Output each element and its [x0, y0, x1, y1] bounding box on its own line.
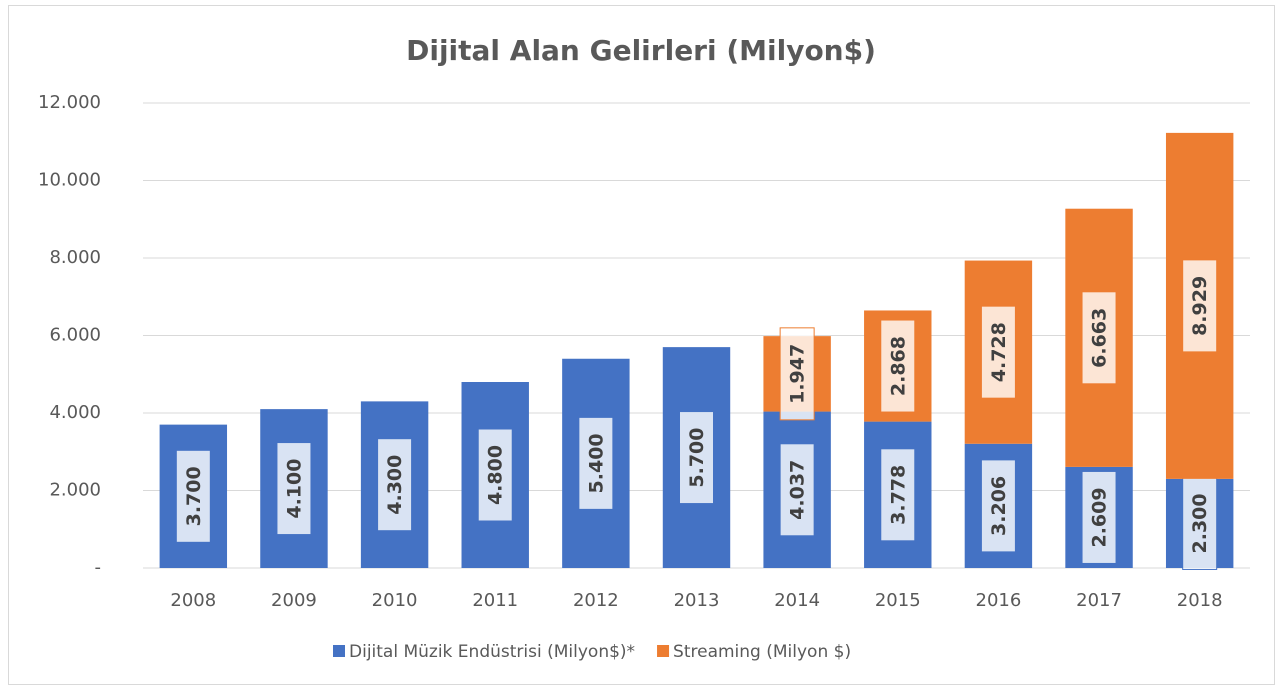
- data-label-text: 2.300: [1189, 493, 1211, 553]
- data-label-text: 8.929: [1189, 276, 1211, 336]
- x-tick-label: 2009: [271, 590, 317, 611]
- data-label-box: [276, 442, 312, 536]
- legend-swatch: [657, 645, 670, 657]
- data-label-text: 4.800: [485, 445, 507, 505]
- data-label: 3.206: [980, 459, 1016, 553]
- data-label: 5.700: [679, 411, 714, 505]
- x-tick-label: 2018: [1177, 590, 1223, 611]
- chart-border: [8, 5, 1275, 685]
- data-label-text: 4.300: [384, 455, 406, 515]
- data-label: 4.728: [980, 305, 1016, 399]
- y-tick-label: 6.000: [49, 325, 101, 346]
- legend-swatch: [333, 645, 345, 657]
- data-label-text: 5.700: [686, 428, 708, 488]
- data-label: 6.663: [1081, 291, 1117, 385]
- y-tick-label: 4.000: [49, 402, 101, 423]
- data-label: 5.400: [578, 416, 614, 510]
- y-tick-label: 8.000: [49, 247, 101, 268]
- data-label-text: 3.700: [183, 466, 205, 526]
- data-label: 4.037: [779, 443, 815, 537]
- data-label-text: 1.947: [787, 344, 809, 404]
- y-tick-label: 2.000: [49, 480, 101, 501]
- data-label-box: [679, 411, 714, 505]
- data-label-box: [377, 438, 413, 532]
- data-label-box: [578, 416, 614, 510]
- data-label-text: 2.609: [1089, 487, 1111, 547]
- data-label-box: [1081, 291, 1117, 385]
- data-label-box: [980, 459, 1016, 553]
- legend-label: Streaming (Milyon $): [673, 642, 851, 662]
- x-tick-label: 2014: [774, 590, 820, 611]
- y-tick-label: -: [95, 557, 102, 578]
- data-label: 4.800: [477, 428, 513, 522]
- data-label: 1.947: [779, 327, 815, 421]
- data-label: 8.929: [1182, 259, 1218, 353]
- data-label-text: 2.868: [887, 336, 909, 396]
- data-label-box: [1182, 259, 1218, 353]
- data-label-box: [779, 327, 815, 421]
- data-label-text: 3.206: [988, 476, 1010, 536]
- data-label-box: [980, 305, 1016, 399]
- data-label-text: 3.778: [887, 465, 909, 525]
- data-label-text: 4.037: [787, 460, 809, 520]
- data-label-text: 4.100: [283, 459, 305, 519]
- data-label: 4.300: [377, 438, 413, 532]
- x-tick-label: 2011: [472, 590, 518, 611]
- data-label-text: 4.728: [988, 322, 1010, 382]
- legend-label: Dijital Müzik Endüstrisi (Milyon$)*: [349, 642, 635, 662]
- x-tick-label: 2015: [875, 590, 921, 611]
- data-label-box: [880, 448, 916, 542]
- y-tick-label: 12.000: [38, 92, 101, 113]
- data-label: 4.100: [276, 442, 312, 536]
- data-label-box: [779, 443, 815, 537]
- data-label: 2.300: [1182, 476, 1218, 570]
- x-tick-label: 2016: [976, 590, 1022, 611]
- data-label: 3.778: [880, 448, 916, 542]
- x-tick-label: 2013: [674, 590, 720, 611]
- data-label-text: 6.663: [1089, 308, 1111, 368]
- x-tick-label: 2010: [372, 590, 418, 611]
- data-label-box: [175, 449, 211, 543]
- data-label-text: 5.400: [585, 433, 607, 493]
- data-label: 3.700: [175, 449, 211, 543]
- data-label-box: [880, 319, 916, 413]
- y-tick-label: 10.000: [38, 170, 101, 191]
- data-label-box: [1081, 470, 1117, 564]
- data-label: 2.609: [1081, 470, 1117, 564]
- data-label-box: [477, 428, 513, 522]
- data-label: 2.868: [880, 319, 916, 413]
- x-tick-label: 2012: [573, 590, 619, 611]
- x-tick-label: 2017: [1076, 590, 1122, 611]
- chart-title: Dijital Alan Gelirleri (Milyon$): [406, 34, 876, 67]
- x-tick-label: 2008: [170, 590, 216, 611]
